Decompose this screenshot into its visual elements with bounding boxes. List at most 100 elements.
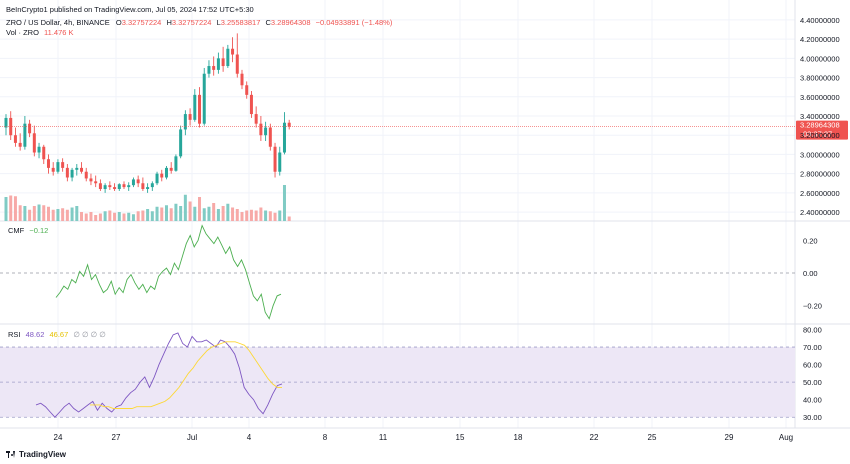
price-tick-label: 3.00000000 (800, 150, 840, 159)
time-tick-label: 18 (514, 433, 523, 442)
volume-bar (4, 197, 8, 221)
volume-bar (80, 212, 84, 221)
volume-bar (108, 210, 112, 221)
candle-body (108, 185, 112, 188)
publish-info: BeInCrypto1 published on TradingView.com… (6, 5, 254, 14)
time-tick-label: Jul (187, 433, 197, 442)
volume-bar (221, 206, 225, 221)
price-tick-label: 2.80000000 (800, 170, 840, 179)
cmf-value: −0.12 (29, 226, 49, 235)
volume-bar (18, 205, 22, 221)
candle-body (89, 178, 93, 182)
cmf-tick-label: 0.00 (803, 269, 818, 278)
volume-bar (131, 214, 135, 221)
cmf-tick-label: −0.20 (803, 302, 822, 311)
cmf-label[interactable]: CMF (8, 226, 25, 235)
cmf-pane[interactable] (0, 224, 795, 320)
price-badge-value: 3.28964308 (800, 121, 840, 130)
candle-body (174, 156, 178, 171)
volume-bar (235, 209, 239, 221)
volume-bar (146, 209, 150, 221)
brand-name: TradingView (19, 450, 66, 459)
volume-legend: Vol · ZRO 11.476 K (6, 28, 74, 37)
candle-body (80, 167, 84, 172)
volume-bar (13, 196, 17, 221)
candle-body (150, 183, 154, 188)
volume-bar (273, 212, 277, 221)
candle-body (226, 48, 230, 67)
rsi-tick-label: 80.00 (803, 326, 822, 335)
volume-bar (136, 211, 140, 221)
volume-value: 11.476 K (44, 28, 74, 37)
candle-body (136, 179, 140, 184)
candle-body (28, 123, 32, 134)
candle-body (221, 58, 225, 67)
volume-bar (89, 212, 93, 221)
symbol-title[interactable]: ZRO / US Dollar, 4h, BINANCE (6, 18, 110, 27)
volume-bar (94, 215, 98, 221)
candle-body (131, 179, 135, 186)
candle-body (155, 173, 159, 184)
candle-body (37, 146, 41, 153)
high-label: H (166, 18, 172, 27)
candle-body (4, 117, 8, 128)
volume-bar (37, 204, 41, 221)
volume-bar (179, 206, 183, 221)
volume-bar (287, 216, 291, 221)
volume-bar (155, 206, 159, 221)
candle-body (23, 123, 27, 147)
volume-bar (150, 211, 154, 221)
candle-body (84, 171, 88, 179)
candle-body (65, 167, 69, 178)
volume-bar (98, 213, 102, 221)
candle-body (240, 73, 244, 86)
volume-bar (56, 209, 60, 221)
candlestick-series[interactable] (4, 33, 291, 193)
volume-bar (278, 210, 282, 221)
candle-body (188, 114, 192, 120)
volume-bar (198, 197, 202, 221)
tradingview-brand[interactable]: TradingView (6, 450, 66, 459)
candle-body (273, 146, 277, 172)
volume-bar (65, 209, 69, 221)
close-value: 3.28964308 (270, 18, 311, 27)
candle-body (231, 48, 235, 55)
price-tick-label: 2.60000000 (800, 189, 840, 198)
candle-body (282, 122, 286, 153)
volume-bar (245, 210, 249, 221)
rsi-pane[interactable] (35, 332, 283, 418)
volume-series (4, 185, 291, 221)
candle-body (94, 181, 98, 184)
candle-body (169, 167, 173, 171)
time-axis[interactable]: 24 27 Jul 4 8 11 15 18 22 25 29 Aug (54, 433, 794, 442)
candle-body (113, 187, 117, 190)
candle-body (254, 114, 258, 124)
rsi-ma-line (90, 341, 282, 409)
change-value: −0.04933891 (−1.48%) (315, 18, 393, 27)
time-tick-label: 25 (648, 433, 657, 442)
candle-body (32, 133, 36, 153)
time-tick-label: 11 (379, 433, 388, 442)
volume-label[interactable]: Vol · ZRO (6, 28, 39, 37)
symbol-legend: ZRO / US Dollar, 4h, BINANCE O3.32757224… (6, 18, 392, 27)
rsi-ma-value: 46.67 (49, 330, 69, 339)
volume-bar (42, 205, 46, 221)
rsi-label[interactable]: RSI (8, 330, 21, 339)
candle-body (249, 94, 253, 115)
volume-bar (28, 209, 32, 221)
candle-body (183, 114, 187, 130)
volume-bar (51, 209, 55, 221)
volume-bar (169, 208, 173, 221)
candle-body (127, 185, 131, 188)
volume-bar (9, 195, 13, 221)
candle-body (98, 183, 102, 190)
price-axis[interactable]: 4.40000000 4.20000000 4.00000000 3.80000000… (800, 16, 840, 422)
volume-bar (207, 206, 211, 221)
candle-body (179, 129, 183, 157)
volume-bar (202, 208, 206, 221)
price-tick-label: 3.40000000 (800, 112, 840, 121)
close-label: C (265, 18, 271, 27)
candle-body (51, 167, 55, 172)
volume-bar (32, 206, 36, 221)
